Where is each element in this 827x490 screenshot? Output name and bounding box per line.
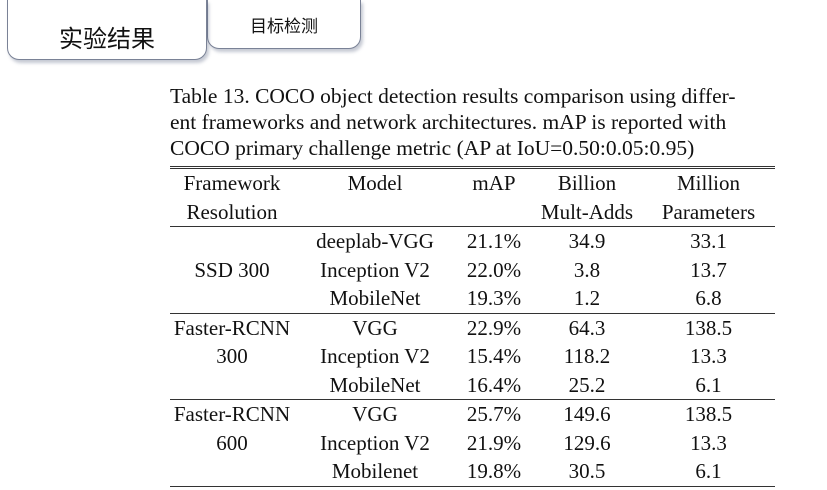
header-cell: Framework bbox=[183, 171, 281, 196]
header-cell: Mult-Adds bbox=[540, 199, 634, 224]
framework-cell: 600 bbox=[216, 430, 248, 455]
table-row: MobileNet 19.3% 1.2 6.8 bbox=[170, 284, 775, 313]
framework-cell: SSD 300 bbox=[194, 257, 270, 282]
caption-line: ent frameworks and network architectures… bbox=[170, 110, 727, 134]
table-cell: 30.5 bbox=[568, 459, 606, 484]
table-cell: 19.8% bbox=[466, 459, 522, 484]
table-cell: VGG bbox=[294, 399, 456, 429]
framework-cell: Faster-RCNN bbox=[170, 312, 294, 342]
framework-cell: 300 bbox=[216, 344, 248, 369]
table-cell: 13.7 bbox=[690, 257, 727, 282]
framework-cell bbox=[170, 226, 294, 256]
table-row: 300 Inception V2 15.4% 118.2 13.3 bbox=[170, 342, 775, 371]
header-cell bbox=[456, 198, 532, 227]
table-cell: 138.5 bbox=[642, 312, 775, 342]
table-cell: Mobilenet bbox=[331, 459, 419, 484]
caption-line: COCO primary challenge metric (AP at IoU… bbox=[170, 136, 695, 160]
header-cell: Model bbox=[347, 171, 403, 196]
framework-cell: Faster-RCNN bbox=[170, 399, 294, 429]
framework-cell bbox=[170, 284, 294, 313]
table-cell: 3.8 bbox=[573, 257, 601, 282]
table-cell: 149.6 bbox=[532, 399, 642, 429]
framework-cell bbox=[170, 457, 294, 486]
table-cell: 13.3 bbox=[690, 430, 727, 455]
table-cell: 129.6 bbox=[563, 430, 611, 455]
table-cell: 118.2 bbox=[563, 344, 611, 369]
table-cell: 22.9% bbox=[456, 312, 532, 342]
tab-experiment-results[interactable]: 实验结果 bbox=[7, 0, 207, 60]
header-cell: mAP bbox=[472, 171, 516, 196]
table-cell: 33.1 bbox=[642, 226, 775, 256]
table-row: SSD 300 Inception V2 22.0% 3.8 13.7 bbox=[170, 256, 775, 285]
table-cell: 21.9% bbox=[466, 430, 522, 455]
table-cell: 6.1 bbox=[695, 372, 722, 397]
table-row: Mobilenet 19.8% 30.5 6.1 bbox=[170, 457, 775, 486]
table-row: Faster-RCNN VGG 25.7% 149.6 138.5 bbox=[170, 399, 775, 429]
header-cell: Parameters bbox=[661, 199, 756, 224]
table-cell: 6.8 bbox=[695, 286, 722, 311]
table-cell: Inception V2 bbox=[320, 257, 430, 282]
table-cell: 1.2 bbox=[573, 286, 601, 311]
framework-cell bbox=[170, 371, 294, 400]
header-row: Resolution Mult-Adds Parameters bbox=[170, 198, 775, 227]
table-cell: 22.0% bbox=[466, 257, 522, 282]
header-row: Framework Model mAP Billion Million bbox=[170, 168, 775, 198]
table-cell: 19.3% bbox=[466, 286, 522, 311]
table-cell: 34.9 bbox=[532, 226, 642, 256]
table-cell: 15.4% bbox=[466, 344, 522, 369]
table-row: MobileNet 16.4% 25.2 6.1 bbox=[170, 371, 775, 400]
table-cell: 16.4% bbox=[466, 372, 522, 397]
table-cell: 21.1% bbox=[456, 226, 532, 256]
table-row: Faster-RCNN VGG 22.9% 64.3 138.5 bbox=[170, 312, 775, 342]
table-cell: MobileNet bbox=[329, 286, 421, 311]
tab-label: 目标检测 bbox=[250, 16, 318, 37]
header-cell: Million bbox=[676, 171, 740, 196]
tab-label: 实验结果 bbox=[59, 25, 155, 53]
table-cell: 25.7% bbox=[456, 399, 532, 429]
tab-object-detection[interactable]: 目标检测 bbox=[207, 0, 361, 49]
header-cell: Billion bbox=[557, 171, 617, 196]
table-cell: Inception V2 bbox=[320, 344, 430, 369]
table-cell: MobileNet bbox=[329, 372, 421, 397]
results-table: Framework Model mAP Billion Million Resolutio… bbox=[170, 166, 775, 487]
table-cell: Inception V2 bbox=[320, 430, 430, 455]
table-cell: 6.1 bbox=[695, 459, 722, 484]
table-cell: VGG bbox=[294, 312, 456, 342]
table-cell: 13.3 bbox=[690, 344, 727, 369]
table-row: deeplab-VGG 21.1% 34.9 33.1 bbox=[170, 226, 775, 256]
table-cell: 138.5 bbox=[642, 399, 775, 429]
table-row: 600 Inception V2 21.9% 129.6 13.3 bbox=[170, 429, 775, 458]
header-cell: Resolution bbox=[186, 199, 278, 224]
table-cell: 64.3 bbox=[532, 312, 642, 342]
table-cell: 25.2 bbox=[568, 372, 606, 397]
caption-line: Table 13. COCO object detection results … bbox=[170, 84, 736, 108]
table-cell: deeplab-VGG bbox=[294, 226, 456, 256]
header-cell bbox=[294, 198, 456, 227]
